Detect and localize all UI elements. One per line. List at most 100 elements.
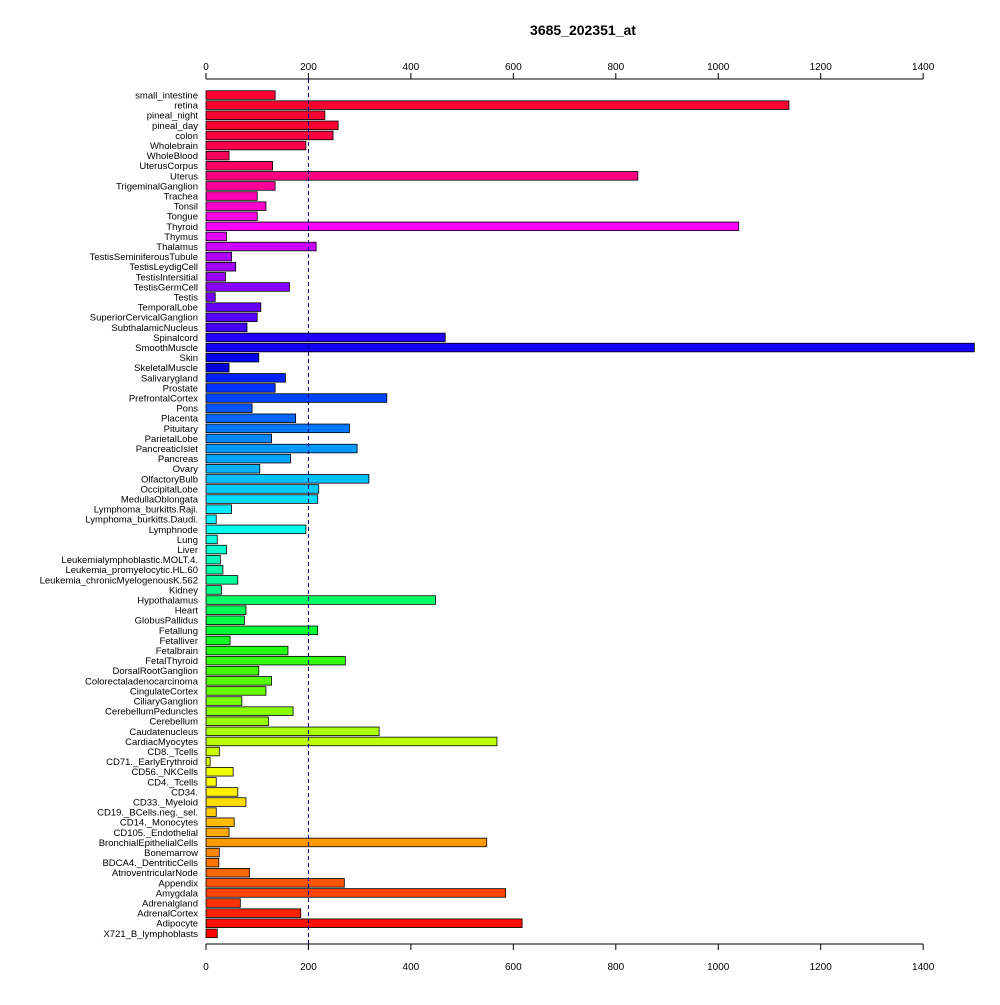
- bar-BronchialEpithelialCells: [205, 837, 488, 848]
- category-label: AtrioventricularNode: [112, 868, 198, 879]
- category-label: UterusCorpus: [139, 161, 198, 172]
- bar-Cerebellum: [205, 716, 269, 726]
- category-label: Lymphoma_burkitts.Daudi.: [85, 515, 198, 526]
- category-label: BDCA4._DentriticCells: [102, 858, 198, 869]
- category-label: CD33._Myeloid: [133, 797, 198, 808]
- bar-Testis: [205, 292, 216, 302]
- category-label: Uterus: [170, 171, 198, 182]
- category-label: CD105._Endothelial: [113, 828, 198, 839]
- bar-Tonsil: [205, 201, 267, 211]
- category-labels: small_intestineretinapineal_nightpineal_…: [40, 90, 199, 939]
- bar-Heart: [205, 605, 247, 615]
- tick-label: 800: [607, 962, 624, 973]
- bar-CD19._BCells.neg._sel.: [205, 807, 217, 817]
- bar-CD105._Endothelial: [205, 827, 230, 838]
- category-label: Heart: [175, 606, 199, 617]
- category-label: Placenta: [161, 414, 199, 425]
- bar-Pancreas: [205, 453, 291, 464]
- bar-Wholebrain: [205, 140, 307, 151]
- category-label: PancreaticIslet: [136, 444, 199, 455]
- bar-AdrenalCortex: [205, 908, 302, 918]
- category-label: CD14._Monocytes: [120, 818, 198, 829]
- bar-Skin: [205, 352, 260, 363]
- bar-small_intestine: [205, 90, 276, 100]
- bar-OccipitalLobe: [205, 484, 320, 494]
- bar-Prostate: [205, 383, 276, 393]
- bar-TemporalLobe: [205, 302, 262, 312]
- bar-CD34.: [205, 787, 239, 797]
- category-label: Pancreas: [158, 454, 198, 465]
- tick-label: 1000: [707, 962, 730, 973]
- bar-Adrenalgland: [205, 898, 241, 908]
- category-label: Leukemialymphoblastic.MOLT.4.: [61, 555, 198, 566]
- bar-CiliaryGanglion: [205, 696, 243, 706]
- tick-label: 0: [203, 62, 209, 73]
- category-label: Lymphoma_burkitts.Raji.: [94, 505, 198, 516]
- tick-label: 600: [505, 962, 522, 973]
- tick-label: 800: [607, 62, 624, 73]
- bar-TestisIntersitial: [205, 272, 226, 282]
- category-label: colon: [175, 131, 198, 142]
- bar-Amygdala: [205, 888, 507, 898]
- top-x-axis: 0 200 400 600 800 1000 1200 1400: [203, 62, 935, 80]
- tick-label: 0: [203, 962, 209, 973]
- bottom-x-axis: 0 200 400 600 800 1000 1200 1400: [203, 943, 935, 973]
- bar-retina: [205, 100, 790, 110]
- bar-Fetalliver: [205, 635, 231, 646]
- category-label: OccipitalLobe: [140, 484, 198, 495]
- category-label: MedullaOblongata: [121, 494, 199, 505]
- category-label: CD56._NKCells: [131, 767, 198, 778]
- category-label: TestisIntersitial: [136, 272, 198, 283]
- bar-TrigeminalGanglion: [205, 181, 276, 191]
- bar-PrefrontalCortex: [205, 393, 388, 403]
- category-label: OlfactoryBulb: [141, 474, 198, 485]
- bar-FetalThyroid: [205, 655, 346, 666]
- category-label: FetalThyroid: [145, 656, 198, 667]
- category-label: CD71._EarlyErythroid: [106, 757, 198, 768]
- category-label: SmoothMuscle: [135, 343, 198, 354]
- bar-Tongue: [205, 211, 258, 221]
- category-label: Testis: [174, 292, 199, 303]
- category-label: Colorectaladenocarcinoma: [85, 676, 199, 687]
- category-label: Fetalliver: [159, 636, 198, 647]
- category-label: AdrenalCortex: [137, 909, 198, 920]
- category-label: Cerebellum: [149, 717, 198, 728]
- category-label: Caudatenucleus: [129, 727, 198, 738]
- category-label: CiliaryGanglion: [134, 696, 198, 707]
- bar-Liver: [205, 544, 227, 555]
- tick-label: 1200: [810, 62, 833, 73]
- bar-Leukemia_promyelocytic.HL.60: [205, 565, 224, 575]
- category-label: SubthalamicNucleus: [111, 323, 198, 334]
- bar-CD33._Myeloid: [205, 797, 247, 807]
- bar-SmoothMuscle: [205, 342, 975, 353]
- bar-Lung: [205, 534, 218, 545]
- tick-label: 200: [300, 962, 317, 973]
- bar-SuperiorCervicalGanglion: [205, 312, 258, 322]
- category-label: TrigeminalGanglion: [116, 181, 198, 192]
- category-label: CD4._Tcells: [147, 777, 198, 788]
- category-label: X721_B_lymphoblasts: [103, 929, 198, 940]
- tick-label: 200: [300, 62, 317, 73]
- category-label: GlobusPallidus: [135, 616, 199, 627]
- tick-label: 600: [505, 62, 522, 73]
- category-label: pineal_day: [152, 121, 198, 132]
- tick-label: 400: [403, 62, 420, 73]
- bar-CD4._Tcells: [205, 777, 217, 787]
- bar-Spinalcord: [205, 332, 446, 343]
- category-label: Bonemarrow: [144, 848, 198, 859]
- tick-label: 1200: [810, 962, 833, 973]
- bar-PancreaticIslet: [205, 443, 358, 454]
- bar-Lymphoma_burkitts.Raji.: [205, 504, 233, 514]
- bar-BDCA4._DentriticCells: [205, 857, 220, 868]
- category-label: Appendix: [158, 878, 198, 889]
- category-label: retina: [174, 101, 198, 112]
- bar-Lymphoma_burkitts.Daudi.: [205, 514, 217, 524]
- bar-Kidney: [205, 585, 222, 595]
- bar-pineal_night: [205, 110, 326, 120]
- category-label: PrefrontalCortex: [129, 393, 198, 404]
- category-label: Skin: [180, 353, 198, 364]
- category-label: Lymphnode: [149, 525, 198, 536]
- bar-SubthalamicNucleus: [205, 322, 248, 333]
- bar-Hypothalamus: [205, 595, 436, 605]
